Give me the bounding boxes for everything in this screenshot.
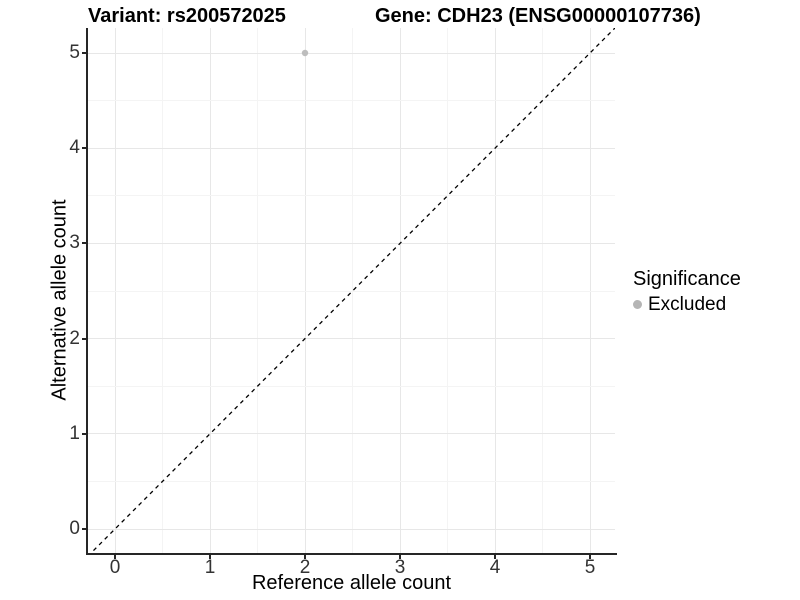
y-tick-mark — [82, 337, 86, 340]
x-tick-label: 3 — [394, 557, 406, 578]
y-axis-line — [86, 28, 88, 555]
y-tick-label: 5 — [69, 42, 80, 63]
gridline-horizontal — [88, 52, 615, 54]
y-tick-mark — [82, 432, 86, 435]
x-tick-label: 4 — [489, 557, 501, 578]
y-tick-label: 4 — [69, 137, 80, 159]
gridline-horizontal — [88, 195, 615, 197]
gridline-horizontal — [88, 385, 615, 387]
gridline-horizontal — [88, 242, 615, 244]
x-tick-mark — [589, 555, 591, 559]
legend-title: Significance — [633, 268, 741, 290]
x-tick-label: 1 — [204, 557, 216, 578]
plot-title-gene: Gene: CDH23 (ENSG00000107736) — [375, 5, 701, 27]
x-tick-label: 0 — [109, 557, 121, 578]
y-tick-label: 3 — [69, 232, 80, 254]
legend-entry-label: Excluded — [648, 294, 727, 315]
plot-area — [88, 28, 615, 553]
legend-entry-excluded: Excluded — [633, 294, 741, 315]
gridline-horizontal — [88, 338, 615, 340]
y-tick-mark — [82, 147, 86, 150]
y-tick-mark — [82, 528, 86, 530]
gridline-horizontal — [88, 528, 615, 530]
x-tick-mark — [114, 555, 116, 559]
identity-dashed-line — [90, 28, 615, 553]
x-tick-label: 2 — [299, 557, 311, 578]
data-points — [301, 49, 309, 57]
y-tick-mark — [82, 52, 86, 54]
x-tick-label: 5 — [584, 557, 596, 578]
legend: Significance Excluded — [633, 268, 741, 315]
x-axis-line — [86, 553, 617, 555]
x-tick-mark — [304, 555, 306, 559]
x-tick-mark — [209, 555, 211, 559]
plot-title-variant: Variant: rs200572025 — [88, 5, 286, 27]
gridline-horizontal — [88, 290, 615, 292]
gridline-horizontal — [88, 100, 615, 102]
gridline-horizontal — [88, 480, 615, 482]
plot-overlay — [90, 28, 615, 553]
y-tick-label: 1 — [69, 422, 80, 444]
gridline-horizontal — [88, 147, 615, 149]
y-tick-mark — [82, 242, 86, 245]
x-axis-title: Reference allele count — [251, 572, 451, 594]
y-tick-label: 2 — [69, 327, 80, 349]
data-point — [301, 49, 309, 57]
legend-point-icon — [633, 300, 642, 309]
gridline-horizontal — [88, 433, 615, 435]
x-tick-mark — [399, 555, 401, 559]
y-tick-label: 0 — [69, 518, 80, 539]
x-tick-mark — [494, 555, 496, 559]
y-axis-title: Alternative allele count — [48, 199, 71, 401]
